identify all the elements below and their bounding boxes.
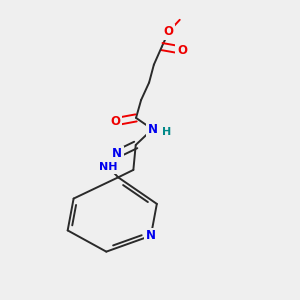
Text: N: N <box>147 123 158 136</box>
Text: N: N <box>146 229 156 242</box>
Text: N: N <box>112 147 122 161</box>
Text: NH: NH <box>99 162 118 172</box>
Text: O: O <box>110 115 120 128</box>
Text: O: O <box>177 44 187 57</box>
Text: O: O <box>164 25 174 38</box>
Text: H: H <box>162 127 171 136</box>
